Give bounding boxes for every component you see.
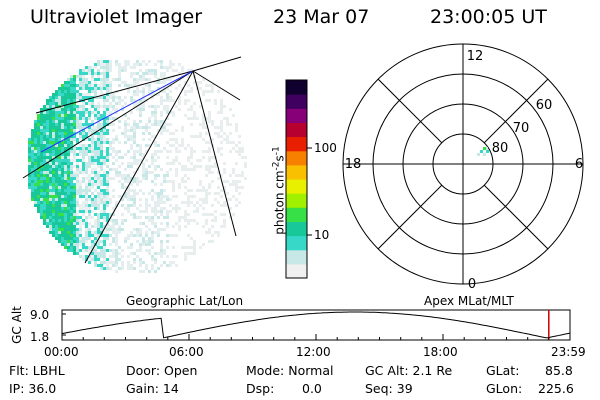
colorbar-segment — [286, 263, 307, 279]
dsp-label: Dsp: — [246, 381, 275, 396]
colorbar-segment — [286, 193, 307, 208]
instrument-title: Ultraviolet Imager — [30, 6, 203, 28]
unit-mid: s — [272, 155, 287, 162]
altitude-curve — [61, 311, 571, 339]
colorbar-segment — [286, 80, 307, 95]
timeline-ytick-bottom: 1.8 — [30, 330, 50, 344]
date-label: 23 Mar 07 — [273, 6, 370, 28]
door-info: Door: Open — [126, 363, 198, 378]
polar-spoke — [377, 184, 443, 250]
gc-alt-info: GC Alt: 2.1 Re — [365, 363, 453, 378]
timeline-right-label: Apex MLat/MLT — [424, 294, 514, 308]
view-line — [192, 70, 241, 101]
colorbar-segment — [286, 207, 307, 222]
polar-plot — [342, 43, 584, 285]
colorbar-unit-label: photon cm-2s-1 — [272, 131, 287, 251]
colorbar-ticks — [307, 147, 312, 236]
earth-image — [28, 60, 247, 273]
colorbar-segment — [286, 179, 307, 194]
seq-info: Seq: 39 — [365, 381, 413, 396]
colorbar-frame — [285, 79, 308, 279]
colorbar-segment — [286, 122, 307, 138]
view-line — [84, 70, 194, 264]
colorbar-segment — [286, 164, 307, 180]
lat-label-70: 70 — [513, 121, 530, 136]
lat-label-60: 60 — [536, 98, 553, 113]
view-line — [192, 56, 242, 72]
colorbar-segment — [286, 249, 307, 265]
glat-value: 85.8 — [545, 363, 573, 378]
timeline-xtick-1200: 12:00 — [296, 345, 331, 359]
glon-label: GLon: — [486, 381, 523, 396]
colorbar — [286, 80, 307, 279]
colorbar-segment — [286, 235, 307, 251]
timeline-xtick-2359: 23:59 — [551, 345, 586, 359]
glon-value: 225.6 — [538, 381, 574, 396]
colorbar-segment — [286, 108, 307, 123]
unit-base: photon cm — [272, 170, 287, 235]
gain-info: Gain: 14 — [126, 381, 179, 396]
time-label: 23:00:05 UT — [430, 6, 547, 28]
timeline-ticks — [61, 313, 571, 340]
view-line — [22, 70, 194, 179]
timeline-ytick-top: 9.0 — [30, 308, 50, 322]
mlt-label-18: 18 — [345, 157, 362, 172]
colorbar-segment — [286, 136, 307, 152]
polar-spoke — [483, 184, 549, 250]
timeline-xtick-0600: 06:00 — [169, 345, 204, 359]
colorbar-segment — [286, 150, 307, 166]
timeline-axis-label: GC Alt — [10, 306, 24, 344]
colorbar-segment — [286, 94, 307, 109]
timeline-left-label: Geographic Lat/Lon — [126, 294, 244, 308]
dsp-value: 0.0 — [302, 381, 322, 396]
polar-aurora-patch — [477, 147, 489, 156]
colorbar-tick-100: 100 — [314, 141, 337, 155]
glat-label: GLat: — [486, 363, 520, 378]
timeline-xtick-0000: 00:00 — [44, 345, 79, 359]
mode-info: Mode: Normal — [246, 363, 334, 378]
colorbar-segment — [286, 221, 307, 237]
view-line — [192, 70, 237, 237]
mlt-label-0: 0 — [468, 277, 476, 292]
mlt-label-6: 6 — [575, 157, 583, 172]
mlt-label-12: 12 — [467, 49, 484, 64]
sub-satellite-line — [40, 70, 194, 153]
polar-spoke — [377, 78, 443, 144]
ip-info: IP: 36.0 — [9, 381, 57, 396]
view-lines — [22, 56, 242, 264]
colorbar-tick-10: 10 — [314, 228, 330, 242]
view-line — [35, 70, 194, 114]
timeline-xtick-1800: 18:00 — [423, 345, 458, 359]
lat-label-80: 80 — [492, 141, 509, 156]
unit-sup-2: -1 — [271, 146, 282, 156]
filter-info: Flt: LBHL — [9, 363, 65, 378]
polar-spoke — [483, 78, 549, 144]
unit-sup-1: -2 — [271, 161, 282, 171]
